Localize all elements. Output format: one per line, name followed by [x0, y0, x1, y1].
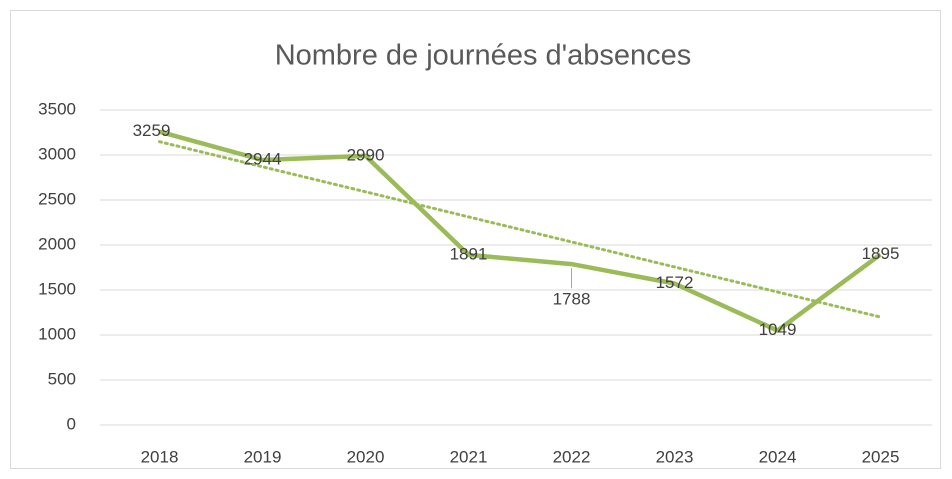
y-tick-label: 1500: [38, 279, 76, 298]
data-label: 2944: [244, 150, 282, 169]
y-tick-label: 3500: [38, 99, 76, 118]
data-label: 1895: [862, 244, 900, 263]
data-label: 3259: [133, 121, 171, 140]
y-tick-label: 0: [67, 414, 76, 433]
chart-frame: [10, 10, 941, 469]
x-tick-label: 2025: [862, 447, 900, 466]
x-tick-label: 2023: [656, 447, 694, 466]
x-tick-label: 2024: [759, 447, 797, 466]
data-label: 1572: [656, 273, 694, 292]
data-label: 2990: [347, 145, 385, 164]
data-line: [158, 129, 882, 333]
x-tick-label: 2019: [244, 447, 282, 466]
x-tick-label: 2018: [141, 447, 179, 466]
data-label: 1891: [450, 244, 488, 263]
y-tick-label: 2000: [38, 234, 76, 253]
data-label: 1049: [759, 320, 797, 339]
chart-title: Nombre de journées d'absences: [275, 40, 692, 72]
x-tick-label: 2021: [450, 447, 488, 466]
y-tick-label: 3000: [38, 144, 76, 163]
x-tick-label: 2020: [347, 447, 385, 466]
data-label: 1788: [553, 290, 591, 309]
y-tick-label: 500: [48, 369, 76, 388]
y-tick-label: 1000: [38, 324, 76, 343]
trendline: [158, 140, 882, 319]
x-tick-label: 2022: [553, 447, 591, 466]
y-tick-label: 2500: [38, 189, 76, 208]
